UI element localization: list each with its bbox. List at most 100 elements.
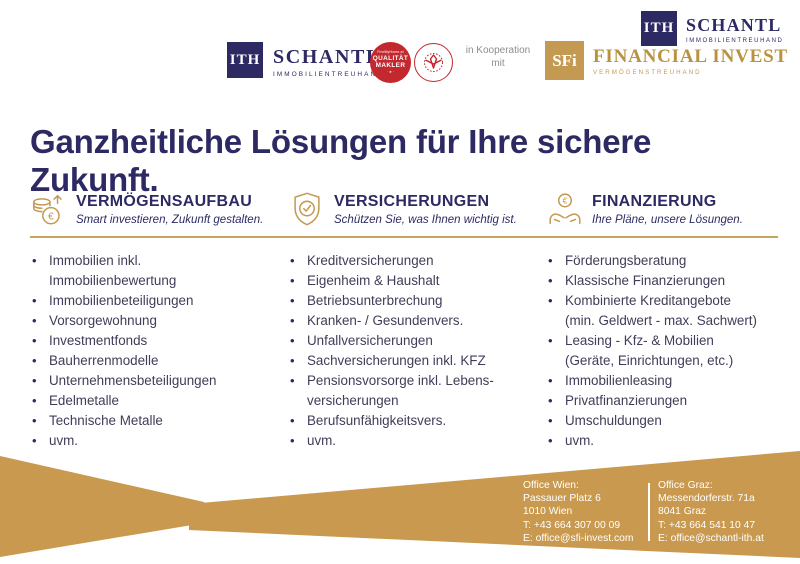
footer-line: T: +43 664 541 10 47 [658, 519, 756, 531]
svg-text:€: € [48, 211, 54, 222]
bullet-icon: • [548, 433, 553, 448]
column-subtitle: Smart investieren, Zukunft gestalten. [76, 214, 264, 226]
column-title: FINANZIERUNG [592, 193, 717, 210]
sfi-brand-name: FINANCIAL INVEST [593, 46, 788, 67]
section-divider [30, 236, 778, 238]
bullet-icon: • [290, 293, 295, 308]
seal-stars: · ★ · [386, 70, 395, 75]
list-item: • Kreditversicherungen [290, 251, 528, 271]
seal-top-text: FindMyHome.at [377, 49, 404, 54]
footer-line: T: +43 664 307 00 09 [523, 519, 621, 531]
award-seal-icon [414, 43, 453, 82]
coins-growth-icon: € [30, 190, 68, 228]
finanzierung-list: • Förderungsberatung • Klassische Finanzier… [548, 251, 786, 451]
bullet-icon: • [32, 293, 37, 308]
versicherungen-list: • Kreditversicherungen • Eigenheim & Hausha… [290, 251, 528, 451]
bullet-icon: • [290, 433, 295, 448]
list-item: • Unfallversicherungen [290, 331, 528, 351]
list-item: • Förderungsberatung [548, 251, 786, 271]
column-subtitle: Schützen Sie, was Ihnen wichtig ist. [334, 214, 517, 226]
header-logo-row: ITH SCHANTL IMMOBILIENTREUHAND FindMyHom… [0, 0, 800, 110]
section-versicherungen: VERSICHERUNGEN Schützen Sie, was Ihnen w… [288, 190, 528, 448]
footer-line: Passauer Platz 6 [523, 493, 601, 505]
bullet-icon: • [32, 313, 37, 328]
sfi-monogram-icon: SFi [545, 41, 584, 80]
schantl-logo: ITH SCHANTL IMMOBILIENTREUHAND [227, 42, 384, 78]
list-item: • Vorsorgewohnung [32, 311, 270, 331]
footer-line: Messendorferstr. 71a [658, 493, 755, 505]
column-subtitle: Ihre Pläne, unsere Lösungen. [592, 214, 743, 226]
list-item: • uvm. [548, 431, 786, 451]
bullet-icon: • [32, 353, 37, 368]
bullet-icon: • [548, 253, 553, 268]
page-title: Ganzheitliche Lösungen für Ihre sichere … [30, 123, 652, 198]
bullet-icon: • [32, 373, 37, 388]
list-item: • Eigenheim & Haushalt [290, 271, 528, 291]
schantl-brand-tagline: IMMOBILIENTREUHAND [273, 71, 384, 78]
svg-text:€: € [563, 196, 568, 206]
bullet-icon: • [290, 313, 295, 328]
footer-line: Office Graz: [658, 480, 713, 491]
list-item: • Privatfinanzierungen [548, 391, 786, 411]
bullet-icon: • [548, 273, 553, 288]
list-item: • Technische Metalle [32, 411, 270, 431]
list-item: • Immobilienbeteiligungen [32, 291, 270, 311]
shield-check-icon [288, 190, 326, 228]
seal-line1: QUALITÄT [372, 54, 409, 62]
bullet-icon: • [32, 413, 37, 428]
ith-monogram-icon: ITH [227, 42, 263, 78]
bullet-icon: • [290, 373, 295, 388]
footer-line: 8041 Graz [658, 506, 707, 518]
section-vermoegensaufbau: € VERMÖGENSAUFBAU Smart investieren, Zuk… [30, 190, 270, 448]
schantl-logo-corner: ITH SCHANTL IMMOBILIENTREUHAND [641, 11, 783, 46]
schantl-brand-tagline: IMMOBILIENTREUHAND [686, 38, 784, 44]
list-item: • Investmentfonds [32, 331, 270, 351]
schantl-brand-name: SCHANTL [273, 46, 381, 68]
footer-line: Office Wien: [523, 480, 579, 491]
list-item: • Edelmetalle [32, 391, 270, 411]
footer-divider [648, 483, 650, 541]
bullet-icon: • [290, 353, 295, 368]
bullet-icon: • [548, 333, 553, 348]
quality-makler-seal-icon: FindMyHome.at QUALITÄT MAKLER · ★ · [370, 42, 411, 83]
list-item: • Sachversicherungen inkl. KFZ [290, 351, 528, 371]
bullet-icon: • [32, 433, 37, 448]
section-finanzierung: € FINANZIERUNG Ihre Pläne, unsere Lösung… [546, 190, 786, 448]
list-item: • Umschuldungen [548, 411, 786, 431]
office-graz-block: Office Graz: Messendorferstr. 71a 8041 Gra… [658, 479, 764, 545]
sfi-brand-tagline: VERMÖGENSTREUHAND [593, 69, 702, 76]
office-wien-block: Office Wien: Passauer Platz 6 1010 Wien T: … [523, 479, 633, 545]
cooperation-text: in Kooperation mit [465, 45, 531, 69]
bullet-icon: • [32, 393, 37, 408]
list-item: • Klassische Finanzierungen [548, 271, 786, 291]
footer-line: E: office@sfi-invest.com [523, 532, 634, 544]
bullet-icon: • [290, 413, 295, 428]
bullet-icon: • [290, 253, 295, 268]
seal-line2: MAKLER [375, 61, 406, 69]
bullet-icon: • [548, 373, 553, 388]
list-item: • Kranken- / Gesundenvers. [290, 311, 528, 331]
vermoegensaufbau-list: • Immobilien inkl. Immobilienbewertung • Imm… [32, 251, 270, 451]
list-item: • Unternehmensbeteiligungen [32, 371, 270, 391]
list-item: • uvm. [32, 431, 270, 451]
list-item: • Pensionsvorsorge inkl. Lebens-versicher… [290, 371, 528, 411]
schantl-brand-name: SCHANTL [686, 15, 782, 35]
bullet-icon: • [548, 393, 553, 408]
list-item: • Leasing - Kfz- & Mobilien (Geräte, Einri… [548, 331, 786, 371]
bullet-icon: • [548, 293, 553, 308]
bullet-icon: • [290, 273, 295, 288]
column-title: VERSICHERUNGEN [334, 193, 490, 210]
sfi-logo: SFi FINANCIAL INVEST VERMÖGENSTREUHAND [545, 41, 788, 80]
list-item: • uvm. [290, 431, 528, 451]
bullet-icon: • [32, 333, 37, 348]
bullet-icon: • [290, 333, 295, 348]
footer-line: E: office@schantl-ith.at [658, 532, 764, 544]
list-item: • Immobilienleasing [548, 371, 786, 391]
bullet-icon: • [32, 253, 37, 268]
hands-euro-icon: € [546, 190, 584, 228]
ith-monogram-icon: ITH [641, 11, 677, 46]
list-item: • Betriebsunterbrechung [290, 291, 528, 311]
list-item: • Bauherrenmodelle [32, 351, 270, 371]
list-item: • Berufsunfähigkeitsvers. [290, 411, 528, 431]
